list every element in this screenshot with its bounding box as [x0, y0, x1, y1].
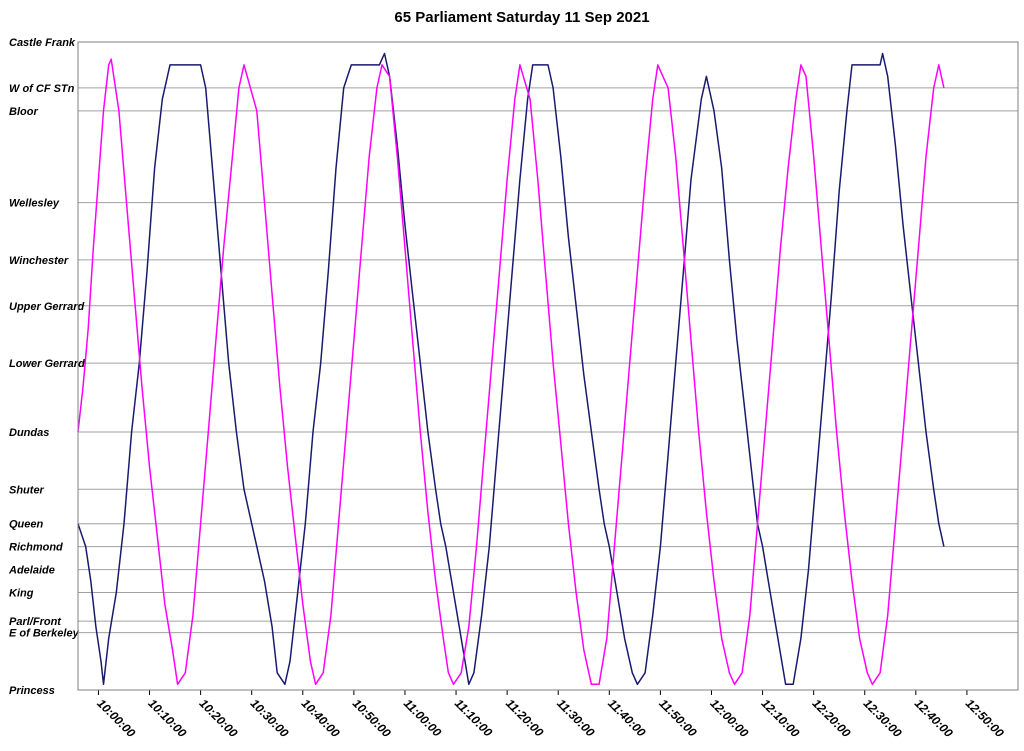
- stop-label: Queen: [9, 519, 44, 531]
- stop-label: Adelaide: [8, 565, 55, 577]
- x-tick-label: 12:50:00: [963, 696, 1007, 740]
- x-tick-label: 11:40:00: [605, 696, 648, 739]
- plot-frame: [77, 41, 1019, 691]
- stop-label: Parl/Front: [9, 616, 62, 628]
- x-tick-label: 11:30:00: [554, 696, 597, 739]
- x-tick-label: 10:40:00: [299, 696, 343, 740]
- grid-lines: [78, 41, 1018, 691]
- x-tick-label: 12:00:00: [707, 696, 751, 740]
- stop-label: Winchester: [9, 255, 69, 267]
- stop-label: Wellesley: [9, 198, 60, 210]
- x-tick-label: 10:30:00: [248, 696, 292, 740]
- x-tick-label: 11:10:00: [452, 696, 495, 739]
- x-tick-label: 11:20:00: [503, 696, 546, 739]
- stop-label: Lower Gerrard: [9, 358, 85, 370]
- stop-label: King: [9, 588, 34, 600]
- series-line-1: [77, 52, 945, 686]
- x-tick-label: 12:30:00: [861, 696, 905, 740]
- x-tick-label: 11:00:00: [401, 696, 444, 739]
- stop-label: Bloor: [9, 106, 38, 118]
- series-lines: [77, 52, 945, 686]
- stop-label: E of Berkeley: [9, 628, 80, 640]
- x-tick-label: 10:00:00: [94, 696, 138, 740]
- stop-label: Castle Frank: [9, 37, 76, 49]
- x-tick-label: 11:50:00: [656, 696, 699, 739]
- x-tick-label: 12:40:00: [912, 696, 956, 740]
- stop-label: Princess: [9, 685, 55, 697]
- stop-label: Upper Gerrard: [9, 301, 84, 313]
- stop-label: Dundas: [9, 427, 49, 439]
- stop-labels: Castle Frank W of CF STn Bloor Wellesley Win…: [8, 37, 85, 697]
- chart-title: 65 Parliament Saturday 11 Sep 2021: [394, 9, 649, 26]
- x-tick-label: 10:50:00: [350, 696, 394, 740]
- stop-label: W of CF STn: [9, 83, 75, 95]
- x-tick-label: 12:10:00: [758, 696, 802, 740]
- stop-label: Shuter: [9, 484, 45, 496]
- x-tick-label: 12:20:00: [810, 696, 854, 740]
- x-tick-label: 10:10:00: [145, 696, 189, 740]
- stop-label: Richmond: [9, 542, 63, 554]
- series-line-2: [77, 58, 945, 686]
- x-tick-label: 10:20:00: [196, 696, 240, 740]
- time-tick-labels: 10:00:00 10:10:00 10:20:00 10:30:00 10:40:00…: [94, 690, 1007, 740]
